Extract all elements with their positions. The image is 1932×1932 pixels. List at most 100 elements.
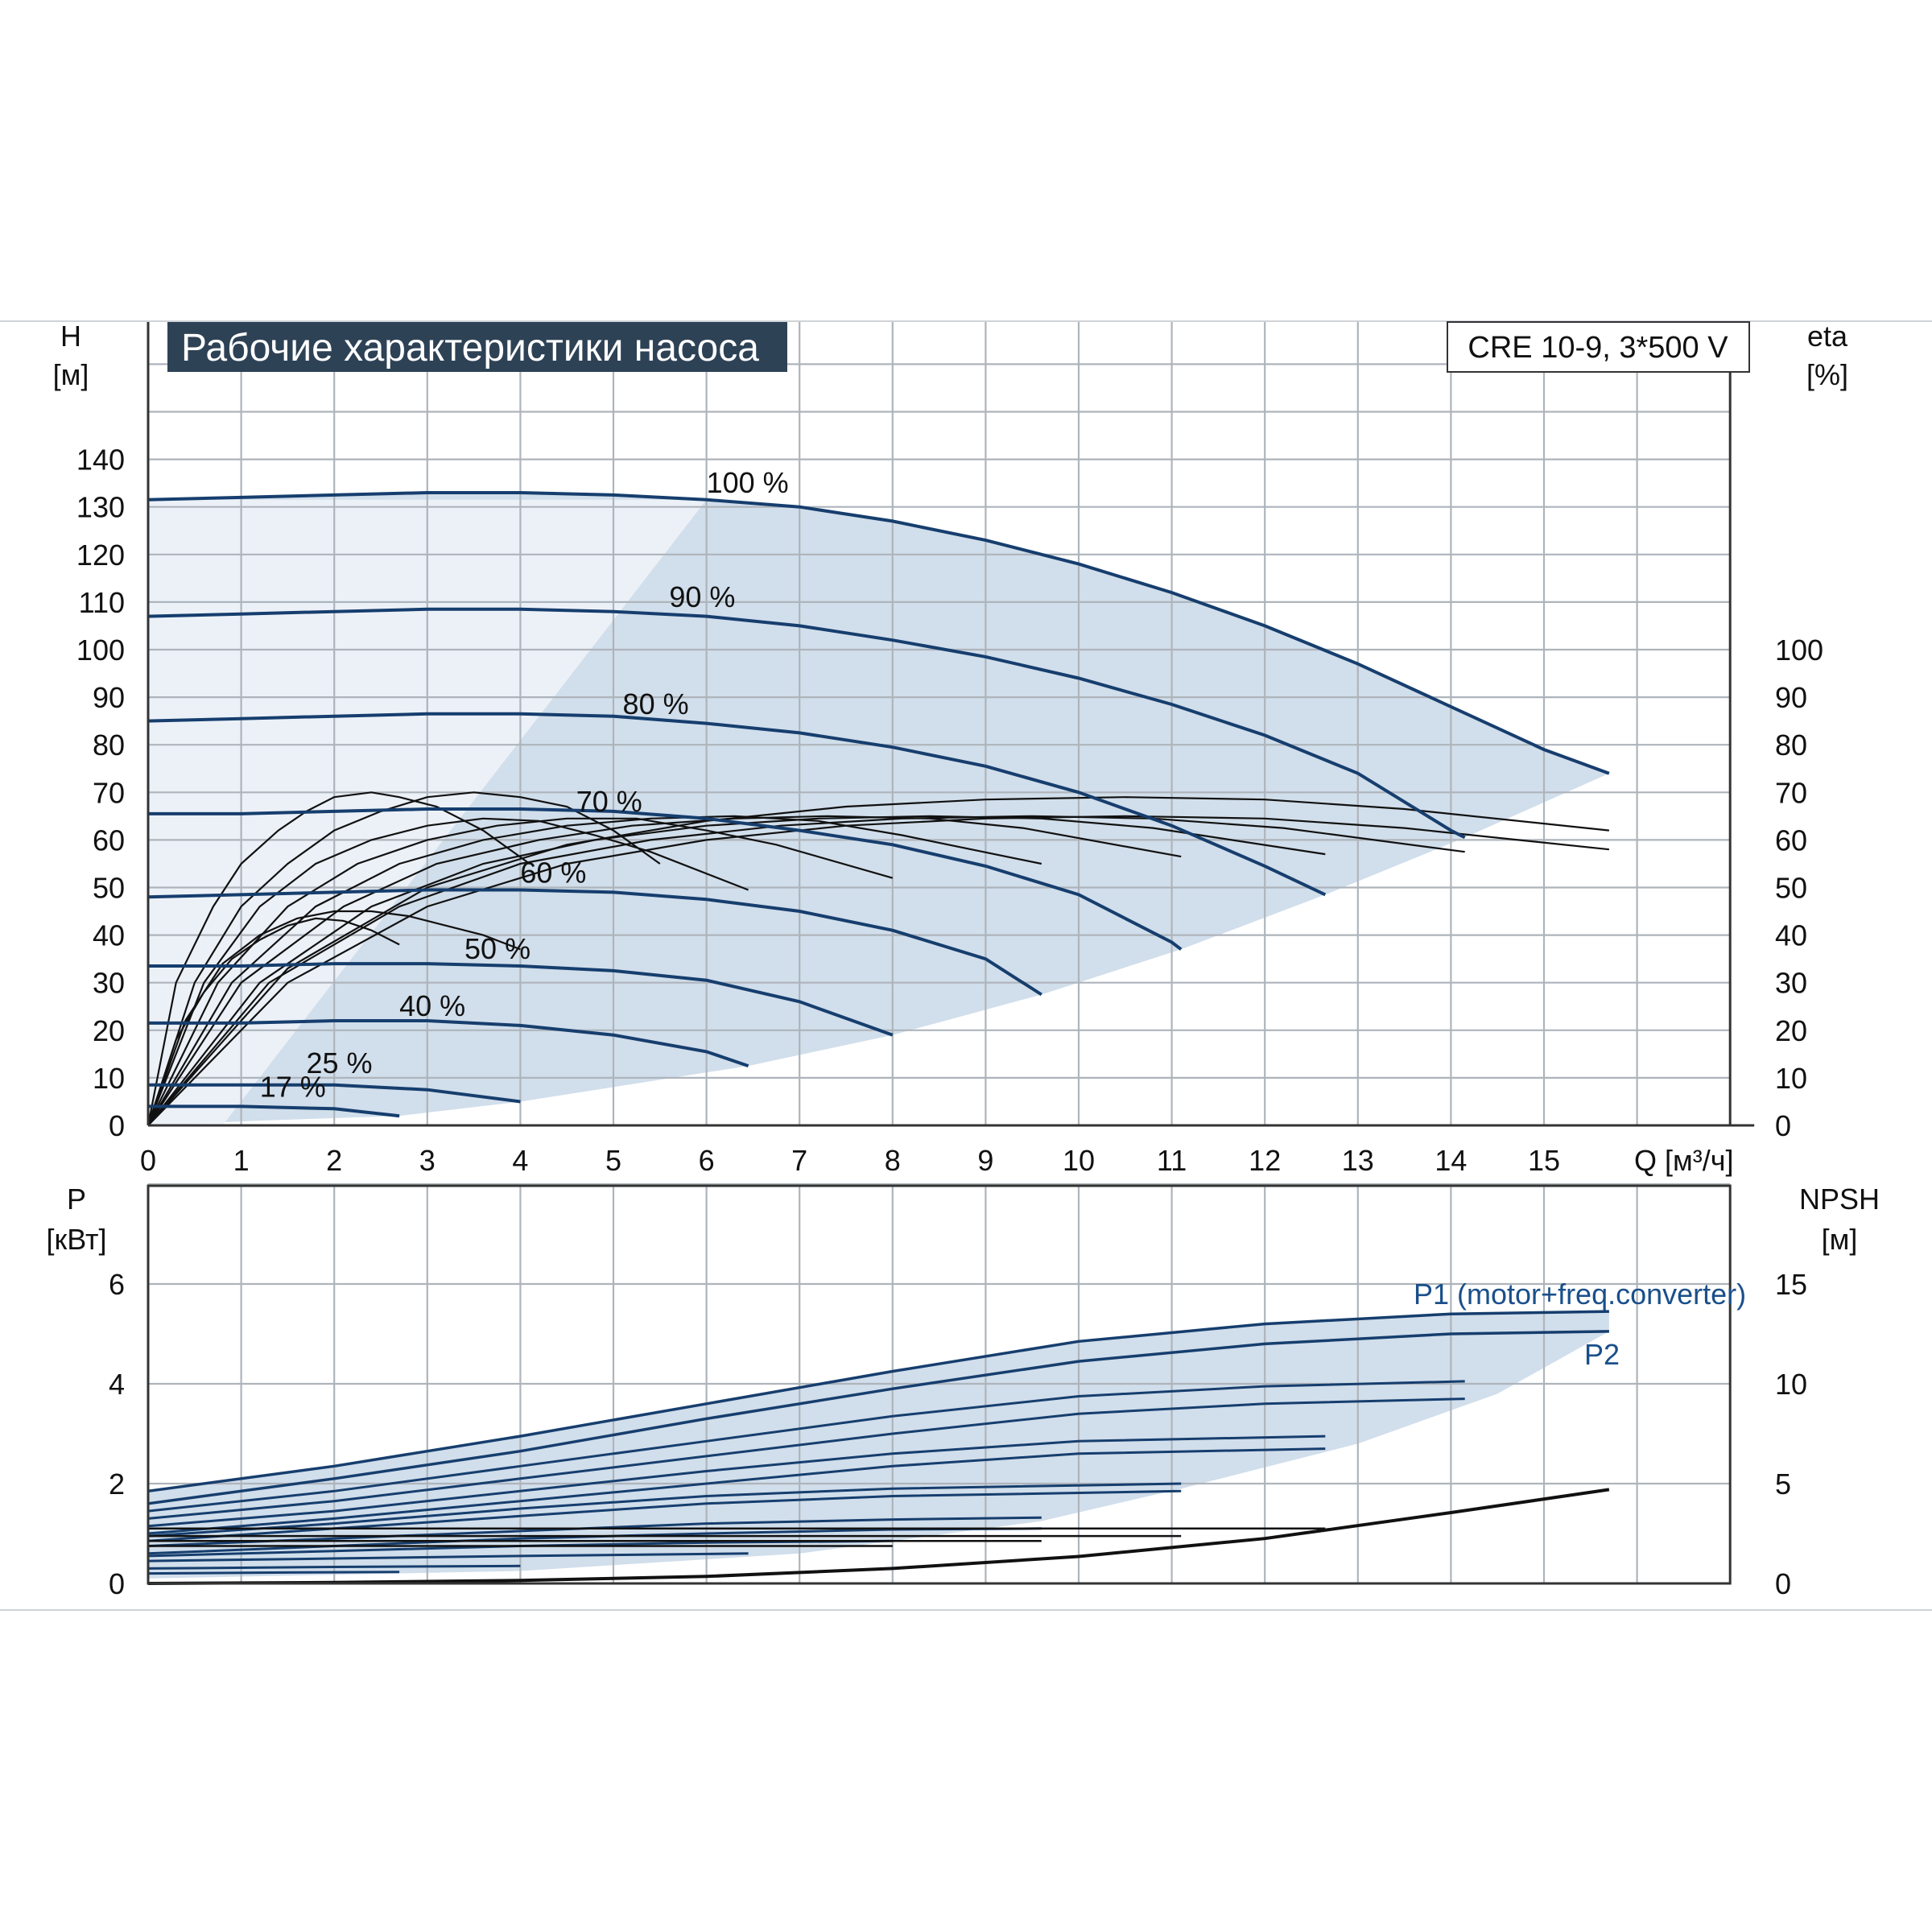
y2-axis-title-symbol: eta [1807,320,1848,353]
y-tick-label: 90 [93,681,125,714]
npsh-tick-label: 15 [1775,1268,1807,1301]
head-curve [147,607,1466,840]
power-range-band [148,1311,1609,1579]
y-tick-label: 80 [93,729,125,762]
power-curve [147,1447,1326,1535]
y-axis-title-symbol: H [60,320,81,353]
power-curve [147,1571,400,1575]
x-tick-label: 9 [977,1144,993,1177]
x-tick-label: 6 [699,1144,715,1177]
power-curve [147,1330,1609,1505]
efficiency-curve [147,815,1326,1126]
power-curves [147,1310,1610,1585]
efficiency-curve [147,815,1042,1126]
npsh-curve [147,1488,1610,1585]
y2-tick-label: 10 [1775,1062,1807,1095]
efficiency-curve [147,817,894,1126]
npsh-tick-label: 5 [1775,1468,1791,1501]
chart-title: Рабочие характеристики насоса [181,327,759,369]
y2-tick-label: 90 [1775,681,1807,714]
x-tick-label: 14 [1435,1144,1467,1177]
x-tick-label: 4 [512,1144,528,1177]
bottom-tick-labels: 0 2 4 6 0 5 10 15 [109,1268,1807,1600]
y2-tick-label: 30 [1775,967,1807,1000]
head-curve [148,1083,521,1104]
efficiency-curve [147,910,521,1126]
efficiency-curve [147,815,1182,1126]
x-tick-label: 5 [605,1144,621,1177]
head-efficiency-chart: 0 1 2 3 4 5 6 7 8 9 10 11 12 13 14 15010203040506070809… [53,320,1848,1177]
y-tick-label: 60 [93,824,125,857]
power-curve [147,1489,1182,1542]
y2-axis-title-unit: [%] [1806,358,1848,391]
x-tick-label: 11 [1157,1144,1187,1177]
head-curve [148,807,1183,951]
speed-label: 25 % [307,1046,373,1080]
speed-labels: 100 % 90 % 80 % 70 % 60 % 50 % 40 % 25 %17 % [260,466,789,1104]
y-tick-label: 100 [76,634,125,667]
y-tick-label: 0 [109,1109,125,1142]
y-tick-label: 130 [76,491,125,524]
bottom-axes [147,1184,1732,1585]
speed-label: 90 % [669,580,735,613]
x-tick-label: 13 [1342,1144,1374,1177]
power-curve [147,1310,1609,1493]
head-curve [147,491,1610,775]
power-npsh-chart: 0 2 4 6 0 5 10 15 P [кВт] NPSH [м] P1 (motor+fr… [46,1183,1880,1600]
p-axis-title-symbol: P [67,1183,86,1216]
speed-label: 80 % [623,687,689,720]
y2-tick-label: 20 [1775,1014,1807,1047]
x-tick-label: 0 [140,1144,156,1177]
power-curve [147,1435,1326,1528]
x-tick-label: 8 [885,1144,901,1177]
x-tick-label: 7 [791,1144,807,1177]
speed-label: 100 % [707,466,789,499]
p-tick-label: 0 [109,1567,125,1600]
head-curve [147,712,1327,897]
power-curve [147,1552,749,1563]
y-tick-label: 10 [93,1062,125,1095]
efficiency-curve [147,917,400,1126]
y-tick-label: 120 [76,539,125,572]
head-curve [148,1104,400,1118]
p-axis-title-unit: [кВт] [46,1223,106,1256]
y-axis-title-unit: [м] [53,358,89,391]
npsh-axis-title-symbol: NPSH [1799,1183,1880,1216]
npsh-axis-title-unit: [м] [1822,1223,1858,1256]
efficiency-curve [147,815,1465,1126]
x-tick-label: 10 [1063,1144,1095,1177]
top-tick-labels: 0 1 2 3 4 5 6 7 8 9 10 11 12 13 14 15010203040506070809… [76,444,1823,1177]
y-tick-label: 70 [93,776,125,809]
npsh-tick-label: 0 [1775,1567,1791,1600]
y-tick-label: 50 [93,872,125,905]
power-curve [147,1482,1182,1538]
p-tick-label: 6 [109,1268,125,1301]
y2-tick-label: 60 [1775,824,1807,857]
y2-tick-label: 70 [1775,776,1807,809]
y2-tick-label: 80 [1775,729,1807,762]
power-curve [147,1380,1465,1513]
p-tick-label: 4 [109,1368,125,1401]
x-tick-label: 12 [1249,1144,1281,1177]
top-axes [147,322,1755,1127]
y2-tick-label: 50 [1775,872,1807,905]
x-tick-label: 15 [1528,1144,1560,1177]
x-tick-label: 1 [233,1144,250,1177]
speed-label: 50 % [464,932,530,965]
head-curve [147,888,1042,997]
x-tick-label: 3 [419,1144,436,1177]
power-range-fill [148,1311,1609,1579]
npsh-tick-label: 10 [1775,1368,1807,1401]
y-tick-label: 30 [93,967,125,1000]
x-axis-title: Q [м³/ч] [1634,1144,1734,1177]
model-label: CRE 10-9, 3*500 V [1468,331,1728,365]
speed-label: 70 % [576,785,642,818]
y-tick-label: 140 [76,444,125,477]
y-tick-label: 110 [79,586,125,619]
p2-label: P2 [1584,1338,1620,1371]
p1-label: P1 (motor+freq.converter) [1414,1278,1746,1311]
efficiency-curve [147,817,749,1126]
y-tick-label: 20 [93,1014,125,1047]
speed-label: 60 % [520,857,586,890]
